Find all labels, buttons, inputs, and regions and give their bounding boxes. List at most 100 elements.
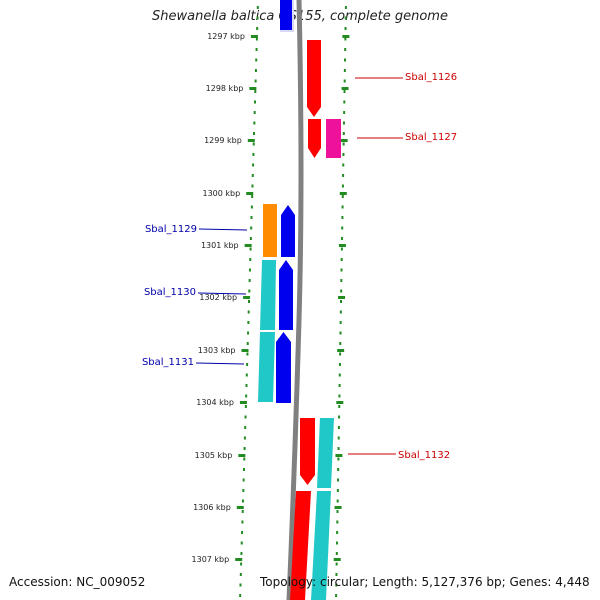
track-dot-right: [343, 100, 346, 104]
track-dot-right: [344, 37, 347, 41]
track-dot-left: [247, 310, 250, 314]
track-dot-left: [256, 27, 259, 30]
axis-tick-mark-right: [342, 35, 350, 38]
track-dot-left: [253, 100, 256, 104]
track-dot-left: [242, 499, 245, 503]
track-dot-right: [340, 300, 342, 303]
track-dot-left: [240, 562, 243, 566]
track-dot-right: [335, 583, 338, 587]
track-dot-left: [250, 205, 253, 209]
gene-label: Sbal_1131: [142, 357, 194, 368]
axis-tick-mark: [247, 139, 255, 142]
track-dot-right: [338, 394, 341, 398]
track-dot-right: [338, 405, 341, 408]
track-dot-left: [246, 352, 249, 356]
gene-box-sbal-1129: [263, 204, 277, 257]
track-dot-left: [242, 478, 245, 482]
track-dot-right: [335, 594, 338, 597]
gene-label: Sbal_1129: [145, 224, 197, 235]
track-dot-left: [254, 79, 257, 83]
track-dot-left: [240, 552, 243, 555]
track-dot-right: [340, 289, 343, 293]
track-dot-left: [242, 468, 245, 471]
track-dot-right: [341, 226, 344, 230]
track-dot-left: [248, 279, 251, 282]
track-dot-right: [337, 447, 340, 450]
axis-tick-mark-right: [339, 192, 347, 195]
genome-backbone: [286, 0, 304, 600]
axis-tick-mark-right: [337, 349, 345, 352]
axis-tick-label: 1303 kbp: [198, 346, 236, 355]
track-dot-left: [252, 153, 255, 156]
track-dot-right: [342, 132, 345, 135]
gene-box-sbal-1130: [260, 260, 276, 330]
track-dot-right: [344, 16, 347, 20]
plus-feature-arrow: [307, 40, 321, 117]
track-dot-left: [239, 594, 242, 597]
minus-feature-arrow: [281, 205, 295, 257]
track-dot-right: [339, 321, 342, 324]
axis-tick-mark-right: [333, 558, 341, 561]
track-dot-left: [255, 58, 258, 62]
axis-tick-mark: [235, 558, 243, 561]
gene-box-sbal-1132: [317, 418, 334, 488]
track-dot-right: [342, 163, 345, 167]
track-dot-left: [249, 247, 252, 251]
axis-tick-mark: [244, 244, 252, 247]
gene-label: Sbal_1132: [398, 450, 450, 461]
track-dot-right: [341, 237, 344, 240]
axis-tick-label: 1304 kbp: [196, 398, 234, 407]
track-dot-right: [343, 111, 346, 114]
track-dot-left: [255, 48, 258, 51]
minus-feature-fragment: [280, 0, 292, 30]
track-dot-right: [337, 468, 340, 471]
track-dot-left: [256, 16, 259, 20]
axis-tick-mark: [236, 506, 244, 509]
track-dot-left: [243, 436, 246, 440]
track-dot-right: [342, 174, 345, 177]
axis-tick-mark: [249, 87, 257, 90]
track-dot-right: [343, 90, 346, 93]
track-dot-right: [339, 352, 342, 356]
axis-tick-mark: [243, 296, 251, 299]
genome-summary-text: Topology: circular; Length: 5,127,376 bp…: [260, 575, 590, 589]
track-dot-left: [245, 394, 248, 398]
gene-label: Sbal_1126: [405, 72, 457, 83]
axis-tick-label: 1299 kbp: [204, 136, 242, 145]
track-dot-right: [337, 436, 340, 440]
axis-tick-label: 1297 kbp: [207, 32, 245, 41]
track-dot-right: [339, 310, 342, 314]
track-dot-right: [341, 205, 344, 209]
track-dot-right: [336, 499, 339, 503]
track-dot-left: [256, 6, 259, 9]
track-dot-left: [241, 510, 244, 513]
track-dot-left: [250, 226, 253, 230]
track-dot-left: [254, 90, 257, 93]
axis-tick-label: 1298 kbp: [206, 84, 244, 93]
track-dot-right: [340, 279, 343, 282]
track-dot-right: [344, 6, 347, 9]
track-dot-left: [246, 363, 249, 366]
track-dot-right: [340, 247, 343, 251]
track-dot-left: [245, 373, 248, 377]
axis-tick-label: 1301 kbp: [201, 241, 239, 250]
track-dot-left: [243, 447, 246, 450]
track-dot-left: [251, 184, 254, 188]
track-dot-left: [242, 489, 245, 492]
track-dot-left: [243, 457, 246, 461]
track-dot-right: [336, 520, 339, 524]
track-dot-left: [241, 520, 244, 524]
gene-box-sbal-1131: [258, 332, 275, 402]
gene-label: Sbal_1130: [144, 287, 196, 298]
track-dot-left: [254, 69, 257, 72]
track-dot-left: [246, 342, 249, 345]
track-dot-left: [249, 237, 252, 240]
gene-label: Sbal_1127: [405, 132, 457, 143]
axis-tick-mark: [239, 401, 247, 404]
track-dot-left: [248, 268, 251, 272]
track-dot-left: [244, 426, 247, 429]
gene-box-sbal-1132-continued: [311, 491, 331, 600]
track-dot-left: [255, 37, 258, 41]
track-dot-right: [336, 510, 339, 513]
track-dot-right: [341, 184, 344, 188]
